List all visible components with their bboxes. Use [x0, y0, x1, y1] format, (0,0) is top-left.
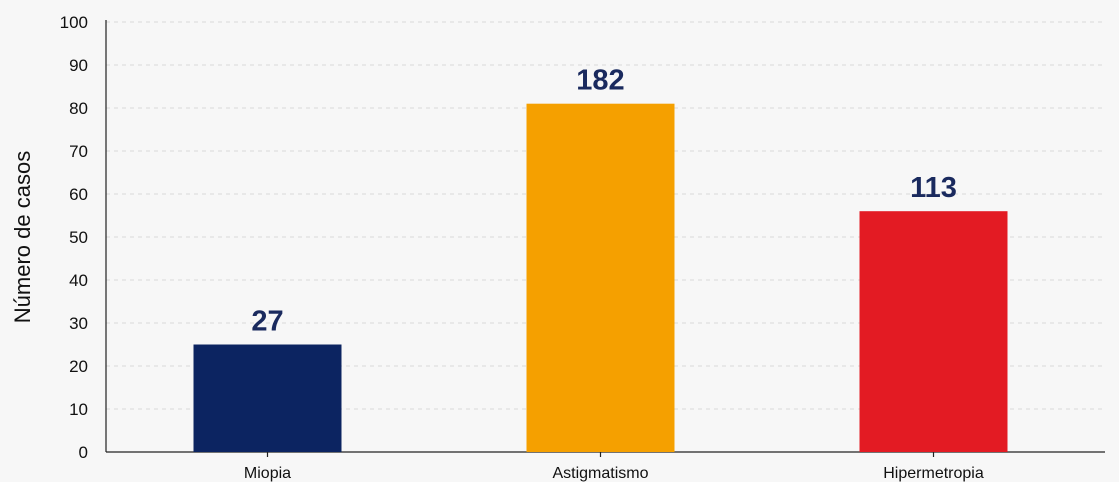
bar-miopia: [193, 344, 342, 452]
y-axis-title: Número de casos: [10, 151, 35, 323]
bars: [193, 103, 1008, 452]
y-tick-label: 60: [69, 185, 88, 204]
y-tick-label: 30: [69, 314, 88, 333]
data-label-astigmatismo: 182: [576, 65, 624, 97]
bar-hipermetropia: [859, 211, 1008, 452]
y-tick-label: 40: [69, 271, 88, 290]
x-tick-label-hipermetropia: Hipermetropia: [883, 465, 984, 482]
y-tick-label: 20: [69, 357, 88, 376]
y-tick-label: 100: [60, 13, 88, 32]
data-label-hipermetropia: 113: [910, 172, 957, 204]
x-tick-label-miopia: Miopia: [244, 465, 291, 482]
y-tick-label: 70: [69, 142, 88, 161]
labels: 0 10 20 30 40 50 60 70 80 90 100 27 Miopia 182 Astigma…: [60, 13, 984, 482]
x-tick-label-astigmatismo: Astigmatismo: [552, 465, 648, 482]
bar-astigmatismo: [526, 103, 675, 452]
data-label-miopia: 27: [251, 306, 283, 338]
y-tick-label: 90: [69, 56, 88, 75]
y-tick-label: 0: [79, 443, 88, 462]
y-tick-label: 50: [69, 228, 88, 247]
y-tick-label: 80: [69, 99, 88, 118]
y-tick-label: 10: [69, 400, 88, 419]
